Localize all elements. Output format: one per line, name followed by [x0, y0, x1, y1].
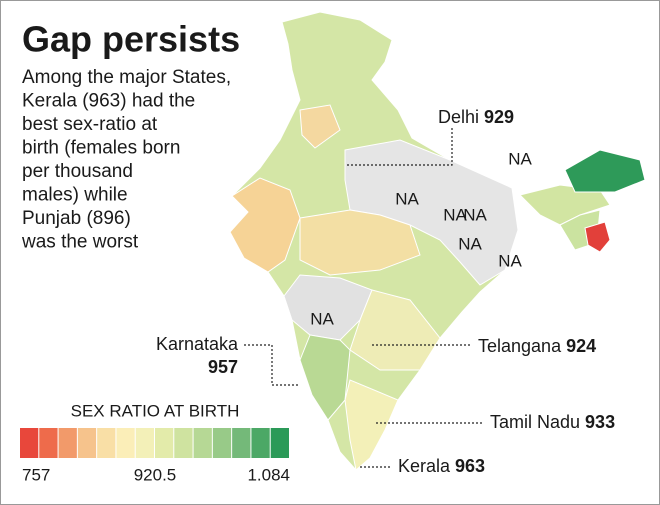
legend-swatch: [58, 428, 77, 458]
na-label: NA: [395, 189, 419, 208]
region: [564, 149, 646, 193]
callout-value: 963: [455, 456, 485, 476]
legend-title: SEX RATIO AT BIRTH: [71, 401, 240, 420]
legend-label: 757: [22, 465, 50, 484]
na-label: NA: [498, 251, 522, 270]
legend-swatch: [77, 428, 97, 458]
callout-name: Karnataka: [156, 334, 239, 354]
callout-value: 924: [566, 336, 596, 356]
leader-line: [345, 128, 453, 166]
region: [229, 177, 301, 273]
description-line: males) while: [22, 185, 128, 206]
legend-swatch: [251, 428, 270, 458]
region: [349, 289, 441, 371]
region: [519, 184, 611, 226]
callout-value: 957: [208, 357, 238, 377]
legend-swatch: [212, 428, 232, 458]
callout-name: Delhi: [438, 107, 479, 127]
region: [299, 334, 351, 421]
legend-swatch: [193, 428, 212, 458]
title: Gap persists: [22, 19, 240, 60]
callouts: Delhi 929 Karnataka 957 Telangana 924 Tamil Na…: [156, 107, 615, 476]
na-label: NA: [443, 205, 467, 224]
callout-name: Tamil Nadu: [490, 412, 580, 432]
leader-line: [244, 344, 300, 386]
legend-swatch: [135, 428, 154, 458]
na-label: NA: [458, 234, 482, 253]
description: Among the major States, Kerala (963) had …: [21, 67, 231, 253]
legend-swatch: [270, 428, 289, 458]
na-label: NA: [508, 149, 532, 168]
region: [584, 221, 611, 253]
legend-swatch: [20, 428, 39, 458]
description-line: Punjab (896): [22, 208, 131, 229]
description-line: Among the major States,: [22, 67, 231, 88]
india-map: [229, 11, 646, 471]
callout-value: 929: [484, 107, 514, 127]
description-line: Kerala (963) had the: [22, 91, 195, 112]
description-line: was the worst: [21, 232, 139, 253]
region: [344, 379, 399, 471]
legend-swatch: [97, 428, 116, 458]
region: [299, 209, 421, 276]
callout-name: Kerala: [398, 456, 451, 476]
na-label: NA: [463, 205, 487, 224]
legend-swatch: [232, 428, 251, 458]
description-line: per thousand: [22, 161, 133, 182]
callout-name: Telangana: [478, 336, 562, 356]
legend: SEX RATIO AT BIRTH 757 920.5 1.084: [20, 401, 290, 484]
legend-swatch: [39, 428, 58, 458]
legend-label: 1.084: [247, 465, 290, 484]
description-line: best sex-ratio at: [22, 114, 158, 135]
legend-swatch: [174, 428, 193, 458]
na-label: NA: [310, 309, 334, 328]
legend-swatch: [155, 428, 174, 458]
description-line: birth (females born: [22, 138, 180, 159]
legend-label: 920.5: [134, 465, 177, 484]
legend-swatch: [116, 428, 135, 458]
callout-value: 933: [585, 412, 615, 432]
region: [299, 104, 341, 149]
